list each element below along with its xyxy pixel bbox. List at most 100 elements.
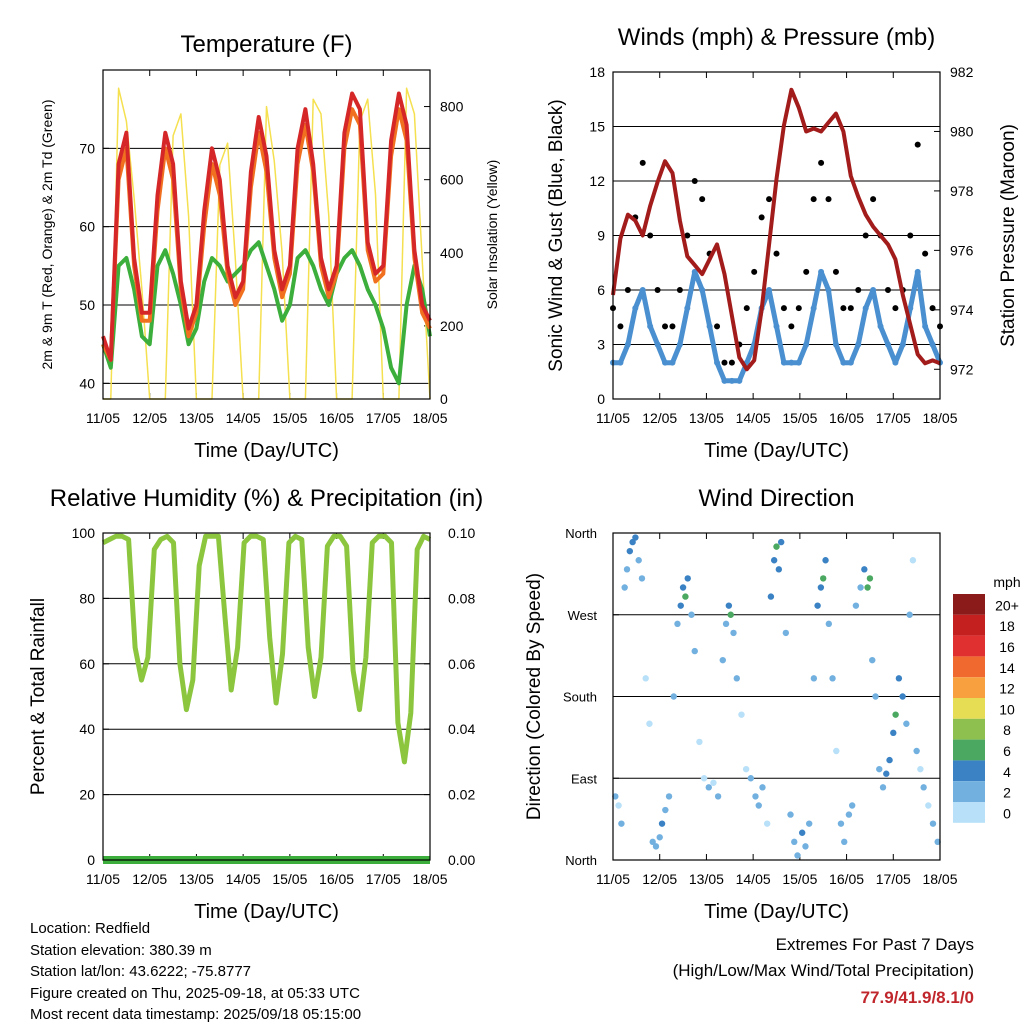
panel3-ytick-left-label: 0 <box>87 852 95 868</box>
wind-direction-point <box>825 620 833 628</box>
dewpoint-2m-line <box>101 240 432 386</box>
wind-direction-point <box>684 575 691 582</box>
wind-direction-point <box>837 820 845 827</box>
wind-speed-point <box>624 341 631 348</box>
wind-direction-point <box>925 802 932 809</box>
wind-speed-point <box>662 359 669 366</box>
panel2-xtick-label: 17/05 <box>876 410 911 426</box>
wind-direction-point <box>920 784 927 791</box>
panel1-title: Temperature (F) <box>180 31 352 58</box>
legend-label: 6 <box>1003 743 1011 759</box>
panel3-ytick-left-label: 60 <box>79 656 95 672</box>
wind-gust-point <box>669 323 676 330</box>
panel2-frame <box>612 71 941 400</box>
wind-speed-point <box>736 377 743 384</box>
wind-speed-point <box>899 341 906 348</box>
wind-direction-point <box>866 575 874 582</box>
wind-direction-point <box>794 852 801 859</box>
panel2-ytick-right-label: 978 <box>950 183 974 199</box>
wind-gust-point <box>684 232 691 239</box>
panel4-xtick-label: 15/05 <box>782 871 817 887</box>
legend-swatch <box>953 677 985 698</box>
wind-direction-point <box>759 784 766 791</box>
panel1-xtick-label: 18/05 <box>412 410 447 426</box>
wind-direction-point <box>892 711 899 718</box>
wind-gust-point <box>766 196 773 203</box>
wind-speed-point <box>699 287 706 293</box>
panel2-ytick-right-label: 982 <box>950 64 974 80</box>
wind-speed-point <box>676 341 683 348</box>
wind-speed-point <box>617 359 624 366</box>
wind-speed-point <box>855 341 862 348</box>
panel4-ytick-label: North <box>565 853 597 868</box>
legend-swatch <box>953 698 985 719</box>
panel2-xtick-label: 12/05 <box>642 410 677 426</box>
wind-direction-point <box>682 593 689 600</box>
wind-gust-point <box>743 305 750 312</box>
wind-direction-point <box>829 675 836 682</box>
panel3-xtick-label: 17/05 <box>366 871 401 887</box>
wind-gust-point <box>810 196 817 203</box>
panel3-ytick-right-label: 0.08 <box>448 590 475 606</box>
panel4-xtick-label: 14/05 <box>736 871 771 887</box>
wind-gust-point <box>617 323 624 330</box>
wind-gust-point <box>884 287 891 293</box>
wind-direction-point <box>814 602 821 609</box>
relative-humidity-line <box>101 533 432 765</box>
extremes-subtitle: (High/Low/Max Wind/Total Precipitation) <box>672 961 974 980</box>
wind-speed-point <box>632 305 639 312</box>
wind-speed-point <box>721 377 728 384</box>
wind-direction-point <box>876 765 883 773</box>
panel2-xtick-label: 11/05 <box>596 410 630 426</box>
wind-speed-point <box>914 268 921 275</box>
extremes-values: 77.9/41.9/8.1/0 <box>860 988 974 1007</box>
wind-speed-point <box>714 359 721 366</box>
wind-direction-point <box>656 834 663 841</box>
wind-gust-point <box>907 232 914 239</box>
panel1-xtick-label: 12/05 <box>132 410 167 426</box>
station-pressure-line <box>611 87 941 372</box>
panel2-ytick-right-label: 980 <box>950 123 974 139</box>
wind-direction-point <box>777 538 785 546</box>
panel1-ytick-right-label: 600 <box>440 172 464 188</box>
wind-speed-point <box>825 287 832 293</box>
wind-gust-point <box>728 359 735 366</box>
info-latlon: Station lat/lon: 43.6222; -75.8777 <box>30 963 252 980</box>
wind-direction-point <box>890 729 897 737</box>
panel3-xtick-label: 16/05 <box>319 871 354 887</box>
wind-direction-point <box>722 620 730 628</box>
wind-gust-point <box>758 214 765 221</box>
panel1-xtick-label: 14/05 <box>226 410 261 426</box>
wind-speed-point <box>832 341 839 348</box>
panel3-ytick-right-label: 0.06 <box>448 656 475 672</box>
panel3-xtick-label: 12/05 <box>132 871 167 887</box>
wind-gust-point <box>691 178 698 184</box>
wind-direction-point <box>688 611 695 618</box>
wind-direction-point <box>802 843 809 850</box>
wind-gust-point <box>922 250 929 257</box>
panel3-xtick-label: 13/05 <box>179 871 214 887</box>
wind-speed-point <box>795 359 802 366</box>
wind-direction-point <box>714 793 722 800</box>
wind-direction-point <box>727 611 734 618</box>
legend-swatch <box>953 760 985 782</box>
wind-gust-point <box>699 196 706 203</box>
legend-label: 2 <box>1003 785 1011 801</box>
wind-direction-point <box>710 779 717 786</box>
panel1-ytick-right-label: 800 <box>440 99 464 115</box>
wind-speed-point <box>669 359 676 366</box>
station-info: Location: Redfield Station elevation: 38… <box>30 918 361 1026</box>
panel3-ytick-right-label: 0.10 <box>448 525 475 541</box>
wind-direction-point <box>864 584 871 591</box>
panel4-xtick-label: 11/05 <box>596 871 630 887</box>
wind-direction-point <box>752 793 759 800</box>
wind-direction-point <box>886 756 893 764</box>
panel2-xtick-label: 18/05 <box>922 410 957 426</box>
wind-direction-point <box>674 620 681 628</box>
wind-direction-point <box>848 802 856 809</box>
wind-direction-point <box>615 802 622 809</box>
temperature-2m-line <box>101 91 432 362</box>
info-created: Figure created on Thu, 2025-09-18, at 05… <box>30 984 360 1002</box>
legend-swatch <box>953 781 985 802</box>
